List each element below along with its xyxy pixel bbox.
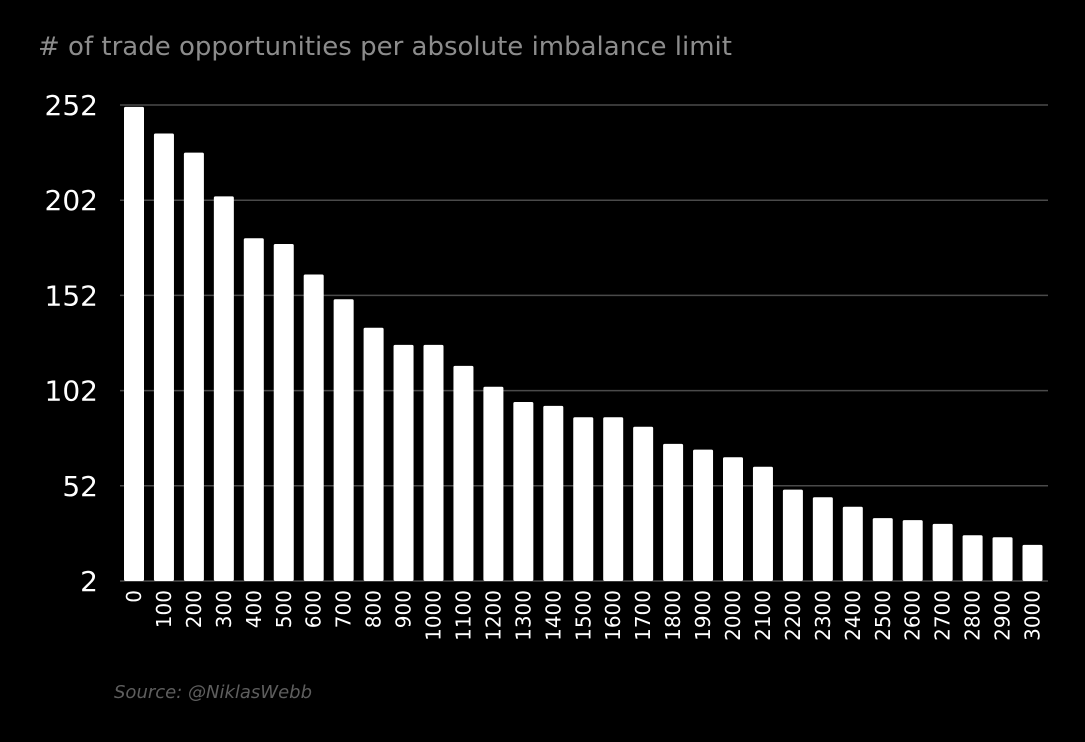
x-tick-label: 1200 (481, 590, 505, 641)
bar (243, 238, 264, 581)
bar (453, 365, 474, 581)
x-tick-label: 1000 (422, 590, 446, 641)
bar (663, 443, 684, 581)
x-tick-label: 200 (182, 590, 206, 628)
bar (393, 344, 414, 581)
x-tick-label: 1100 (451, 590, 475, 641)
bar (1022, 544, 1043, 581)
x-tick-label: 100 (152, 590, 176, 628)
x-tick-label: 700 (332, 590, 356, 628)
source-note: Source: @NiklasWebb (114, 682, 313, 703)
x-tick-label: 1400 (541, 590, 565, 641)
x-tick-label: 500 (272, 590, 296, 628)
x-tick-label: 600 (302, 590, 326, 628)
x-tick-label: 1800 (661, 590, 685, 641)
bar (543, 405, 564, 581)
bar (213, 196, 234, 581)
x-tick-label: 2600 (901, 590, 925, 641)
x-tick-label: 300 (212, 590, 236, 628)
bar (423, 344, 444, 581)
x-tick-label: 2400 (841, 590, 865, 641)
x-tick-label: 2200 (781, 590, 805, 641)
bar (333, 299, 354, 581)
bar (363, 327, 384, 581)
x-tick-label: 1900 (691, 590, 715, 641)
x-tick-label: 1700 (631, 590, 655, 641)
y-tick-label: 2 (80, 565, 98, 598)
bar (842, 506, 863, 581)
x-tick-label: 900 (392, 590, 416, 628)
x-tick-label: 2700 (931, 590, 955, 641)
y-tick-label: 52 (62, 470, 98, 503)
x-tick-label: 2500 (871, 590, 895, 641)
x-tick-label: 2300 (811, 590, 835, 641)
x-tick-label: 400 (242, 590, 266, 628)
bar (483, 386, 504, 581)
bar (513, 402, 534, 581)
bars (124, 106, 1043, 582)
bar (573, 417, 594, 581)
x-tick-label: 2100 (751, 590, 775, 641)
bar (752, 466, 773, 581)
bar (693, 449, 714, 581)
y-tick-label: 102 (45, 375, 98, 408)
bar (992, 537, 1013, 581)
x-axis-ticks: 0 100 200 300 400 500 600 700 800 900 1000 1100 1200… (122, 590, 1045, 641)
bar (124, 106, 144, 582)
x-tick-label: 2900 (991, 590, 1015, 641)
x-tick-label: 0 (122, 590, 146, 603)
bar (932, 523, 953, 581)
x-tick-label: 800 (362, 590, 386, 628)
x-tick-label: 1500 (571, 590, 595, 641)
x-tick-label: 1600 (601, 590, 625, 641)
bar (902, 520, 923, 581)
bar (812, 497, 833, 581)
bar (723, 457, 743, 581)
bar (782, 489, 803, 581)
y-tick-label: 202 (45, 184, 98, 217)
y-tick-label: 152 (45, 279, 98, 312)
bar (273, 243, 294, 581)
y-tick-label: 252 (45, 89, 98, 122)
bar (153, 133, 174, 581)
bar (183, 152, 204, 581)
bar (603, 417, 624, 581)
x-tick-label: 2800 (961, 590, 985, 641)
bar (303, 274, 324, 581)
bar (962, 535, 983, 581)
bar (872, 518, 893, 581)
bar (633, 426, 654, 581)
x-tick-label: 3000 (1021, 590, 1045, 641)
x-tick-label: 1300 (511, 590, 535, 641)
x-tick-label: 2000 (721, 590, 745, 641)
chart-title: # of trade opportunities per absolute im… (38, 32, 732, 62)
